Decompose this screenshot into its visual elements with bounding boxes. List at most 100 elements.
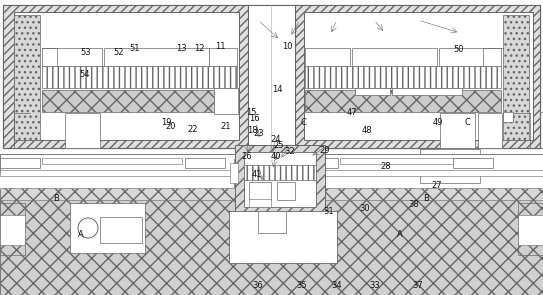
Bar xyxy=(305,90,501,112)
Text: 32: 32 xyxy=(284,147,295,156)
Bar xyxy=(253,171,278,183)
Bar xyxy=(304,12,533,140)
Bar xyxy=(277,182,295,200)
Text: 50: 50 xyxy=(453,45,464,54)
Text: 24: 24 xyxy=(270,135,281,144)
Bar xyxy=(230,163,238,183)
Text: 38: 38 xyxy=(408,200,419,209)
Text: 28: 28 xyxy=(380,162,391,171)
Text: 16: 16 xyxy=(249,114,260,123)
Bar xyxy=(14,12,239,140)
Bar xyxy=(298,158,338,168)
Text: A: A xyxy=(397,230,403,239)
Bar xyxy=(0,215,25,245)
Bar xyxy=(70,203,145,253)
Bar xyxy=(185,158,225,168)
Bar xyxy=(214,88,238,114)
Bar xyxy=(305,66,501,88)
Bar xyxy=(298,170,543,176)
Text: 35: 35 xyxy=(296,281,307,290)
Bar xyxy=(280,167,310,187)
Bar xyxy=(258,211,286,233)
Bar xyxy=(340,158,480,164)
Text: 40: 40 xyxy=(270,152,281,161)
Bar xyxy=(518,203,543,255)
Bar xyxy=(3,5,250,148)
Bar xyxy=(298,154,543,172)
Bar xyxy=(518,215,543,245)
Text: A: A xyxy=(78,230,83,239)
Text: 37: 37 xyxy=(413,281,424,290)
Text: 33: 33 xyxy=(369,281,380,290)
Bar xyxy=(104,48,209,66)
Bar xyxy=(293,5,540,148)
Bar xyxy=(0,170,245,176)
Text: 34: 34 xyxy=(331,281,342,290)
Text: 20: 20 xyxy=(166,122,176,131)
Bar xyxy=(439,48,501,66)
Bar xyxy=(267,229,295,243)
Bar xyxy=(249,199,271,207)
Bar xyxy=(42,158,182,164)
Bar xyxy=(42,90,237,112)
Bar xyxy=(235,145,325,213)
Text: 19: 19 xyxy=(161,118,172,127)
Bar xyxy=(247,227,265,245)
Bar xyxy=(0,203,25,255)
Text: 13: 13 xyxy=(176,44,187,53)
Text: 41: 41 xyxy=(251,170,262,178)
Bar xyxy=(420,149,480,183)
Text: 14: 14 xyxy=(272,86,282,94)
Bar xyxy=(0,190,543,295)
Bar xyxy=(209,48,237,66)
Text: 23: 23 xyxy=(253,129,264,138)
Bar xyxy=(42,66,237,88)
Bar xyxy=(3,5,540,148)
Text: 52: 52 xyxy=(113,48,124,57)
Bar xyxy=(305,48,350,66)
Text: B: B xyxy=(53,194,59,203)
Text: 30: 30 xyxy=(359,204,370,213)
Bar xyxy=(0,154,245,172)
Bar xyxy=(263,193,279,233)
Bar xyxy=(65,113,100,148)
Bar xyxy=(100,217,142,243)
Bar xyxy=(440,113,475,148)
Text: 53: 53 xyxy=(80,48,91,57)
Bar xyxy=(229,211,337,263)
Text: 25: 25 xyxy=(273,141,284,150)
Bar xyxy=(244,152,316,207)
Text: 15: 15 xyxy=(246,108,257,117)
Text: 48: 48 xyxy=(361,126,372,135)
Bar xyxy=(392,88,462,95)
Text: 49: 49 xyxy=(432,118,443,127)
Text: C: C xyxy=(300,118,306,127)
Bar xyxy=(42,48,102,66)
Text: 51: 51 xyxy=(129,44,140,53)
Bar xyxy=(249,182,271,200)
Text: 11: 11 xyxy=(214,42,225,51)
Text: 18: 18 xyxy=(247,126,258,135)
Text: 47: 47 xyxy=(346,109,357,117)
Bar xyxy=(0,188,543,200)
Bar xyxy=(248,5,295,148)
Text: C: C xyxy=(464,118,470,127)
Text: 12: 12 xyxy=(194,44,205,53)
Bar xyxy=(253,184,278,195)
Text: 22: 22 xyxy=(187,125,198,134)
Bar xyxy=(453,158,493,168)
Text: 31: 31 xyxy=(323,207,334,216)
Text: B: B xyxy=(424,194,429,203)
Text: 10: 10 xyxy=(282,42,293,51)
Text: 21: 21 xyxy=(220,122,231,131)
Bar xyxy=(355,88,390,95)
Bar xyxy=(0,158,40,168)
Text: 26: 26 xyxy=(242,152,252,161)
Bar xyxy=(478,113,502,148)
Bar xyxy=(244,165,316,180)
Text: 54: 54 xyxy=(79,70,90,79)
Text: 27: 27 xyxy=(432,181,443,190)
Bar xyxy=(503,112,513,122)
Bar xyxy=(234,159,252,187)
Bar xyxy=(503,15,529,140)
